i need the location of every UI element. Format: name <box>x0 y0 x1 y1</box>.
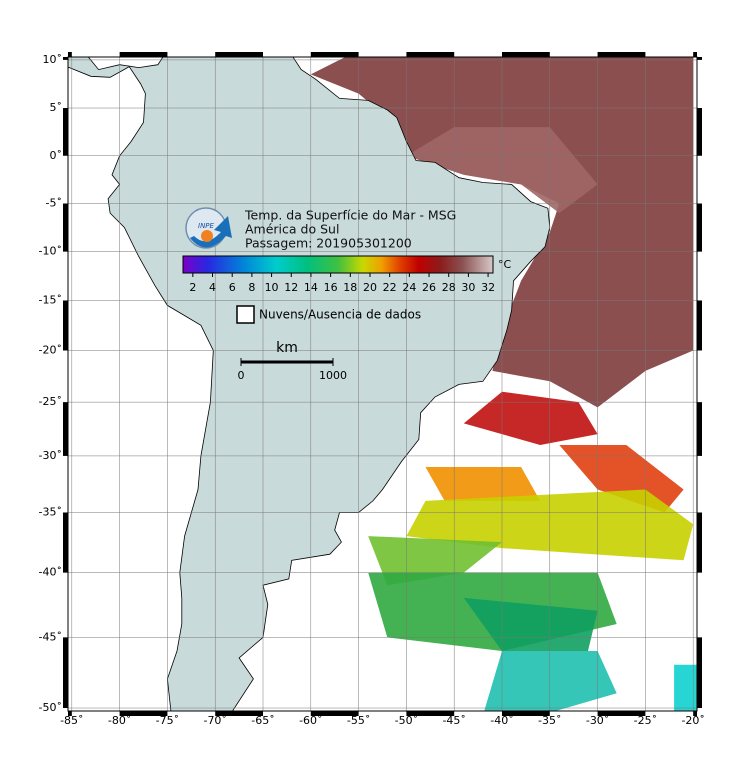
frame-segment <box>693 711 697 716</box>
frame-segment <box>697 512 702 573</box>
y-tick-label: -35˚ <box>39 505 62 518</box>
x-tick-label: -35˚ <box>538 714 561 727</box>
frame-segment <box>406 52 455 57</box>
sst-area <box>484 651 617 711</box>
colorbar-tick-label: 26 <box>422 281 436 294</box>
y-tick-label: -20˚ <box>39 343 62 356</box>
frame-segment <box>310 711 359 716</box>
map-frame <box>63 52 702 716</box>
frame-segment <box>693 52 697 57</box>
frame-segment <box>697 300 702 351</box>
colorbar-tick-label: 28 <box>442 281 456 294</box>
frame-segment <box>63 108 68 156</box>
frame-segment <box>63 300 68 351</box>
y-tick-label: -25˚ <box>39 395 62 408</box>
y-tick-label: -45˚ <box>39 630 62 643</box>
x-tick-label: -85˚ <box>60 714 83 727</box>
x-tick-label: -80˚ <box>108 714 131 727</box>
frame-segment <box>597 711 646 716</box>
colorbar-tick-label: 32 <box>481 281 495 294</box>
frame-segment <box>501 711 550 716</box>
colorbar-tick-label: 12 <box>284 281 298 294</box>
frame-segment <box>68 711 72 716</box>
frame-segment <box>697 402 702 456</box>
x-tick-label: -45˚ <box>442 714 465 727</box>
frame-segment <box>68 52 72 57</box>
svg-text:INPE: INPE <box>198 222 215 230</box>
frame-segment <box>310 52 359 57</box>
frame-segment <box>119 711 168 716</box>
x-tick-label: -40˚ <box>490 714 513 727</box>
colorbar-tick-label: 16 <box>324 281 338 294</box>
frame-segment <box>697 57 702 60</box>
x-tick-label: -20˚ <box>681 714 704 727</box>
colorbar-tick-label: 2 <box>189 281 196 294</box>
y-tick-label: -40˚ <box>39 566 62 579</box>
scale-label: 0 <box>238 369 245 382</box>
y-tick-label: 5˚ <box>50 101 63 114</box>
y-tick-label: -5˚ <box>46 197 62 210</box>
colorbar-tick-label: 14 <box>304 281 318 294</box>
colorbar-tick-label: 20 <box>363 281 377 294</box>
x-tick-label: -65˚ <box>251 714 274 727</box>
frame-segment <box>63 402 68 456</box>
sst-area <box>674 664 697 711</box>
map-area <box>68 57 697 711</box>
frame-segment <box>63 512 68 573</box>
frame-segment <box>119 52 168 57</box>
colorbar-tick-label: 8 <box>248 281 255 294</box>
y-tick-label: -15˚ <box>39 293 62 306</box>
legend-swatch <box>236 305 255 324</box>
frame-border <box>67 56 698 712</box>
y-tick-label: -10˚ <box>39 245 62 258</box>
frame-segment <box>697 637 702 709</box>
colorbar <box>182 255 494 274</box>
frame-segment <box>597 52 646 57</box>
scale-label: 1000 <box>319 369 347 382</box>
colorbar-tick-label: 10 <box>265 281 279 294</box>
title: Temp. da Superfície do Mar - MSG <box>244 208 456 223</box>
logo: INPE <box>185 207 232 249</box>
frame-segment <box>697 108 702 156</box>
sst-area <box>463 391 598 445</box>
frame-segment <box>63 203 68 252</box>
x-tick-label: -55˚ <box>347 714 370 727</box>
overlay: INPE Temp. da Superfície do Mar - MSG Am… <box>182 207 512 382</box>
y-tick-label: 10˚ <box>43 53 63 66</box>
frame-segment <box>215 52 264 57</box>
x-tick-label: -50˚ <box>395 714 418 727</box>
x-tick-label: -25˚ <box>634 714 657 727</box>
scale-unit: km <box>276 340 298 356</box>
y-tick-label: -50˚ <box>39 701 62 714</box>
y-tick-label: 0˚ <box>50 149 63 162</box>
frame-segment <box>406 711 455 716</box>
colorbar-tick-label: 4 <box>209 281 216 294</box>
frame-segment <box>215 711 264 716</box>
colorbar-unit: °C <box>498 258 512 271</box>
frame-segment <box>697 203 702 252</box>
frame-segment <box>501 52 550 57</box>
pass-time: Passagem: 201905301200 <box>245 236 412 251</box>
sst-area <box>463 597 598 651</box>
colorbar-tick-label: 18 <box>343 281 357 294</box>
x-tick-label: -30˚ <box>586 714 609 727</box>
colorbar-tick-label: 30 <box>461 281 475 294</box>
colorbar-tick-label: 6 <box>229 281 236 294</box>
x-tick-label: -75˚ <box>156 714 179 727</box>
region: América do Sul <box>245 222 339 237</box>
x-tick-label: -70˚ <box>203 714 226 727</box>
colorbar-tick-label: 22 <box>383 281 397 294</box>
colorbar-tick-label: 24 <box>402 281 416 294</box>
frame-segment <box>63 57 68 60</box>
sst-area <box>425 467 541 501</box>
y-tick-label: -30˚ <box>39 449 62 462</box>
legend-label: Nuvens/Ausencia de dados <box>259 308 421 322</box>
frame-segment <box>63 637 68 709</box>
x-tick-label: -60˚ <box>299 714 322 727</box>
